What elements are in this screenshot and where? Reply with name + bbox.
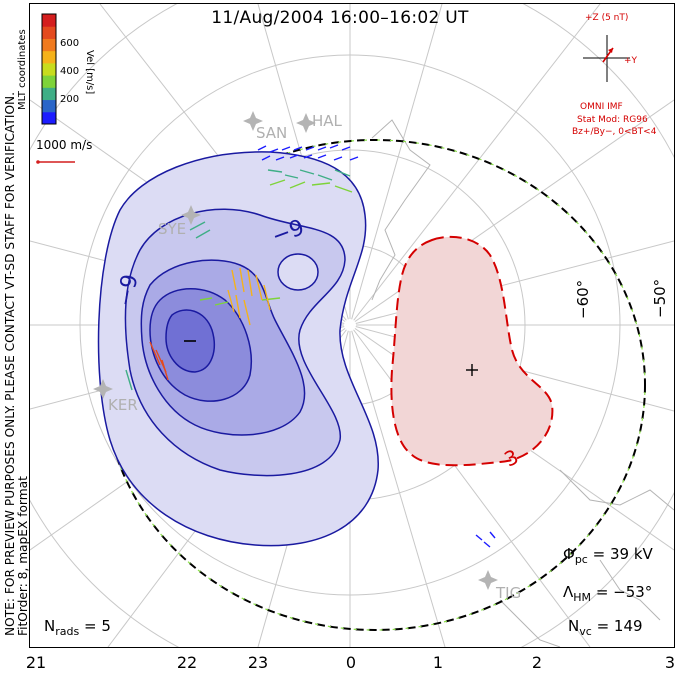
colorbar-segment (42, 38, 56, 52)
colorbar-segment (42, 62, 56, 76)
colorbar-segment (42, 75, 56, 88)
colorbar-segment (42, 111, 56, 125)
phi-subscript: pc (574, 553, 588, 566)
latitude-label-60: −60° (574, 279, 592, 319)
colorbar-segment (42, 99, 56, 113)
heppner-maynard-latitude: ΛHM = −53° (563, 583, 652, 604)
nvc-value: = 149 (596, 617, 643, 635)
velocity-vectors (36, 144, 496, 548)
colorbar-segment (42, 14, 56, 27)
colorbar-tick-600: 600 (60, 38, 80, 49)
positive-convection-cell (390, 235, 554, 467)
radar-count: Nrads = 5 (44, 617, 111, 638)
stat-model: Stat Mod: RG96 (577, 115, 648, 125)
nvc-subscript: vc (579, 625, 592, 638)
lambda-symbol: Λ (563, 583, 574, 601)
colorbar-segment (42, 50, 56, 64)
mlt-tick-0: 0 (345, 653, 357, 672)
coastline (371, 119, 674, 647)
nrads-subscript: rads (55, 625, 80, 638)
colorbar-segment (42, 26, 56, 39)
mlt-tick-1: 1 (432, 653, 444, 672)
cross-polar-potential: Φpc = 39 kV (563, 545, 653, 566)
site-label-san: SAN (256, 124, 288, 142)
fit-order-note: FitOrder: 8, mapEX format (16, 476, 30, 636)
imf-source: OMNI IMF (580, 102, 623, 112)
mlt-tick-22: 22 (176, 653, 198, 672)
phi-value: = 39 kV (592, 545, 653, 563)
max-potential-marker (466, 364, 478, 376)
mlt-tick-21: 21 (25, 653, 47, 672)
reference-vector-label: 1000 m/s (36, 138, 93, 152)
vector-count: Nvc = 149 (568, 617, 643, 638)
colorbar-tick-400: 400 (60, 66, 80, 77)
colorbar-segment (42, 87, 56, 101)
colorbar-title: Vel [m/s] (84, 50, 95, 95)
coordinates-label: MLT coordinates (17, 29, 28, 110)
radar-site-markers (93, 111, 498, 590)
site-label-ker: KER (108, 396, 138, 414)
nrads-value: = 5 (84, 617, 111, 635)
negative-convection-cell (97, 151, 379, 547)
mlt-tick-23: 23 (247, 653, 269, 672)
nvc-symbol: N (568, 617, 580, 635)
lambda-subscript: HM (573, 591, 592, 604)
lambda-value: = −53° (595, 583, 653, 601)
mlt-tick-3: 3 (664, 653, 676, 672)
site-label-sye: SYE (158, 220, 187, 238)
preview-note: NOTE: FOR PREVIEW PURPOSES ONLY. PLEASE … (3, 91, 17, 636)
latitude-label-50: −50° (651, 278, 669, 318)
nrads-symbol: N (44, 617, 56, 635)
plot-title: 11/Aug/2004 16:00–16:02 UT (211, 8, 469, 28)
imf-dial (583, 35, 630, 82)
site-label-hal: HAL (312, 112, 342, 130)
mlt-tick-2: 2 (531, 653, 543, 672)
imf-condition: Bz+/By−, 0<BT<4 (572, 127, 657, 137)
site-label-tig: TIG (496, 584, 522, 602)
velocity-colorbar (42, 14, 56, 125)
phi-symbol: Φ (563, 545, 575, 563)
colorbar-tick-200: 200 (60, 94, 80, 105)
imf-by-label: +Y (624, 56, 638, 66)
imf-bz-label: +Z (5 nT) (585, 13, 629, 23)
